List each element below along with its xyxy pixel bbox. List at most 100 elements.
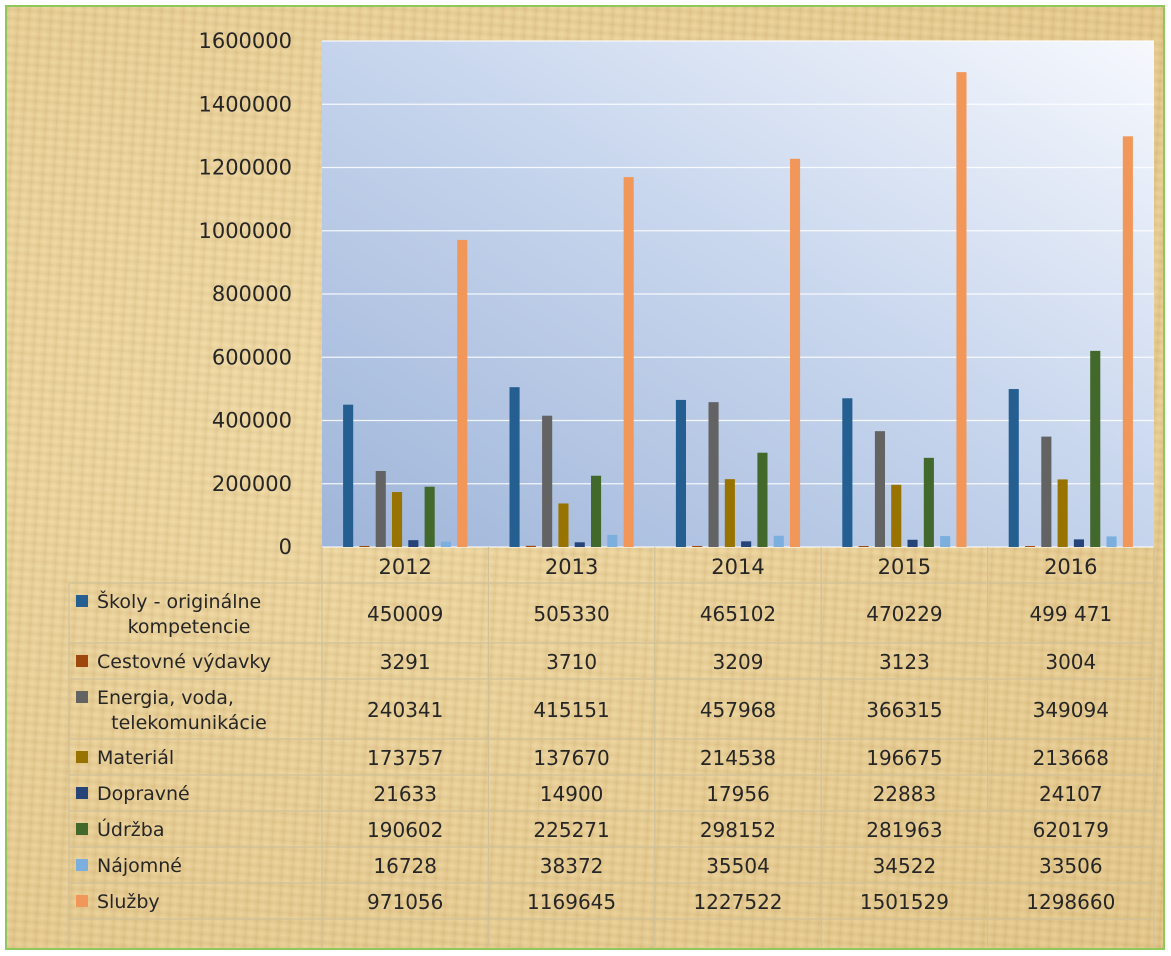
bar-6-0 [440, 541, 452, 547]
table-cell: 470229 [866, 602, 942, 626]
table-cell: 3291 [380, 650, 431, 674]
bar-1-1 [525, 545, 536, 547]
table-cell: 24107 [1039, 782, 1103, 806]
bar-4-4 [1073, 539, 1085, 547]
y-tick-label: 400000 [212, 409, 292, 433]
legend-swatch [76, 895, 88, 907]
bar-5-4 [1090, 350, 1101, 547]
bar-2-2 [708, 402, 719, 547]
bars [343, 72, 1133, 548]
bar-4-3 [907, 539, 918, 547]
bar-6-4 [1106, 536, 1117, 547]
bar-6-2 [773, 535, 784, 547]
bar-6-1 [607, 534, 618, 547]
table-cell: 3710 [546, 650, 597, 674]
bar-7-1 [623, 177, 634, 547]
legend-swatch [76, 751, 88, 763]
table-cell: 465102 [700, 602, 776, 626]
table-cell: 3209 [713, 650, 764, 674]
bar-6-3 [940, 536, 951, 547]
table-cell: 620179 [1033, 818, 1109, 842]
y-tick-label: 800000 [212, 282, 292, 306]
table-cell: 35504 [706, 854, 770, 878]
table-cell: 505330 [533, 602, 609, 626]
y-tick-label: 600000 [212, 345, 292, 369]
table-cell: 3004 [1045, 650, 1096, 674]
table-cell: 225271 [533, 818, 609, 842]
table-cell: 214538 [700, 746, 776, 770]
bar-2-4 [1041, 436, 1052, 547]
bar-0-3 [842, 398, 853, 547]
table-cell: 281963 [866, 818, 942, 842]
legend-label: kompetencie [128, 616, 251, 638]
table-cell: 499 471 [1029, 602, 1112, 626]
table-cell: 366315 [866, 698, 942, 722]
legend-swatch [76, 655, 88, 667]
table-cell: 213668 [1033, 746, 1109, 770]
table-cell: 16728 [373, 854, 437, 878]
bar-3-3 [891, 484, 902, 547]
bar-1-0 [359, 545, 370, 547]
legend-label: Dopravné [97, 783, 190, 805]
table-cell: 1227522 [693, 890, 782, 914]
table-cell: 3123 [879, 650, 930, 674]
bar-3-0 [391, 492, 403, 547]
table-cell: 349094 [1033, 698, 1109, 722]
table-cell: 190602 [367, 818, 443, 842]
x-tick-label: 2015 [878, 555, 931, 579]
legend-label: Školy - originálne [97, 589, 261, 613]
table-cell: 17956 [706, 782, 770, 806]
bar-2-3 [874, 431, 886, 547]
table-cell: 457968 [700, 698, 776, 722]
table-cell: 298152 [700, 818, 776, 842]
legend-label: Údržba [97, 817, 164, 841]
data-table: 2012 2013 2014 2015 2016 Školy - originálne ko… [68, 547, 1155, 947]
legend-label: Materiál [97, 747, 174, 769]
table-cell: 137670 [533, 746, 609, 770]
table-cell: 971056 [367, 890, 443, 914]
y-tick-label: 0 [279, 535, 292, 559]
bar-0-2 [675, 399, 687, 547]
x-tick-label: 2014 [711, 555, 764, 579]
bar-2-1 [542, 415, 553, 547]
bar-0-1 [509, 387, 520, 547]
bar-0-0 [343, 404, 354, 547]
x-tick-label: 2012 [378, 555, 431, 579]
bar-1-4 [1024, 546, 1036, 547]
legend-swatch [76, 595, 88, 607]
y-tick-label: 1200000 [198, 156, 292, 180]
table-cell: 1169645 [527, 890, 616, 914]
table-cell: 21633 [373, 782, 437, 806]
table-cell: 33506 [1039, 854, 1103, 878]
bar-5-3 [923, 457, 934, 547]
bar-4-1 [574, 542, 585, 547]
table-cell: 34522 [873, 854, 937, 878]
bar-3-1 [558, 503, 569, 547]
bar-3-4 [1057, 479, 1068, 547]
legend-label: Nájomné [97, 855, 182, 877]
y-tick-label: 200000 [212, 472, 292, 496]
table-cell: 173757 [367, 746, 443, 770]
bar-4-2 [741, 541, 752, 547]
bar-0-4 [1008, 389, 1019, 547]
x-tick-label: 2016 [1044, 555, 1097, 579]
bar-7-2 [789, 158, 801, 547]
bar-2-0 [375, 470, 386, 547]
bar-5-0 [424, 486, 435, 547]
legend-label: Cestovné výdavky [97, 651, 271, 673]
y-tick-label: 1000000 [198, 219, 292, 243]
table-cell: 196675 [866, 746, 942, 770]
table-cell: 1298660 [1026, 890, 1115, 914]
table-cell: 22883 [873, 782, 937, 806]
bar-5-1 [590, 475, 602, 547]
legend-label: Energia, voda, [97, 687, 234, 709]
bar-chart-with-data-table: 0 200000 400000 600000 800000 1000000 1200000 1… [68, 29, 1155, 947]
legend-label: telekomunikácie [111, 712, 267, 734]
legend-swatch [76, 787, 88, 799]
bar-4-0 [408, 540, 419, 547]
bar-1-3 [858, 546, 869, 547]
bar-7-0 [457, 239, 468, 547]
bar-7-3 [956, 72, 967, 548]
legend-swatch [76, 859, 88, 871]
table-cell: 38372 [540, 854, 604, 878]
